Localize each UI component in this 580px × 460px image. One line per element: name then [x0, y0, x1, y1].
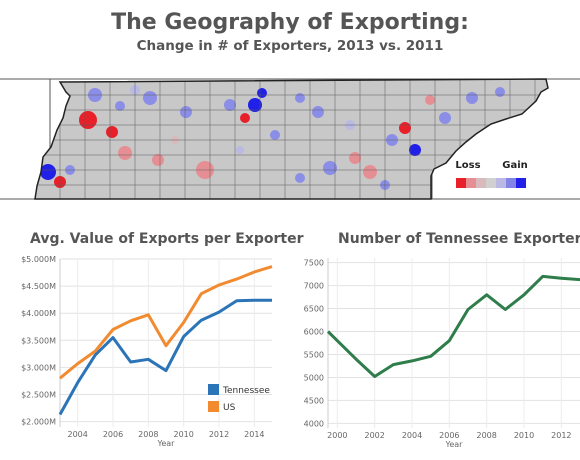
- series-line: [326, 274, 580, 378]
- x-tick-label: 2002: [364, 431, 384, 440]
- x-tick-label: 2006: [439, 431, 459, 440]
- y-tick-label: 5500: [304, 350, 324, 359]
- x-tick-label: 2006: [103, 430, 123, 439]
- county-region: [106, 126, 118, 138]
- chart1-title: Avg. Value of Exports per Exporter: [30, 231, 304, 247]
- state-outline: [34, 78, 549, 200]
- y-tick-label: 6500: [304, 305, 324, 314]
- y-tick-label: $3.000M: [21, 363, 56, 372]
- x-tick-label: 2004: [67, 430, 87, 439]
- x-axis-label: Year: [445, 440, 464, 449]
- county-region: [363, 165, 377, 179]
- county-region: [439, 112, 451, 124]
- county-region: [236, 146, 244, 154]
- y-tick-label: 7000: [304, 282, 324, 291]
- county-region: [270, 130, 280, 140]
- legend-swatch: [506, 178, 516, 188]
- x-tick-label: 2010: [514, 431, 534, 440]
- legend-loss-label: Loss: [455, 160, 480, 171]
- county-region: [115, 101, 125, 111]
- county-region: [295, 93, 305, 103]
- county-region: [79, 111, 97, 129]
- legend-swatch: [466, 178, 476, 188]
- main-title: The Geography of Exporting:: [111, 10, 469, 35]
- y-tick-label: $5.000M: [21, 255, 56, 264]
- county-region: [152, 154, 164, 166]
- x-tick-label: 2012: [551, 431, 571, 440]
- x-tick-label: 2008: [476, 431, 496, 440]
- county-region: [248, 98, 262, 112]
- legend-swatch: [496, 178, 506, 188]
- y-tick-label: 4500: [304, 396, 324, 405]
- county-region: [180, 106, 192, 118]
- county-region: [425, 95, 435, 105]
- legend-swatch: [486, 178, 496, 188]
- county-region: [143, 91, 157, 105]
- legend-swatch: [208, 384, 219, 395]
- series-line: [58, 298, 272, 416]
- x-tick-label: 2008: [138, 430, 158, 439]
- map-legend: Loss Gain: [455, 160, 528, 188]
- legend-label: Tennessee: [222, 386, 270, 396]
- y-tick-label: $4.000M: [21, 309, 56, 318]
- legend-swatch: [456, 178, 466, 188]
- y-tick-label: 6000: [304, 328, 324, 337]
- county-region: [295, 173, 305, 183]
- x-tick-label: 2004: [402, 431, 422, 440]
- x-tick-label: 2010: [173, 430, 193, 439]
- county-region: [118, 146, 132, 160]
- main-subtitle: Change in # of Exporters, 2013 vs. 2011: [136, 38, 444, 54]
- chart1-plot: $2.000M $2.500M $3.000M $3.500M $4.000M $4.50…: [21, 255, 273, 448]
- county-region: [495, 87, 505, 97]
- y-tick-label: $2.500M: [21, 390, 56, 399]
- tennessee-map: Loss Gain: [0, 78, 580, 200]
- county-region: [323, 161, 337, 175]
- x-tick-label: 2012: [209, 430, 229, 439]
- legend-swatch: [476, 178, 486, 188]
- y-tick-label: 5000: [304, 373, 324, 382]
- county-region: [40, 164, 56, 180]
- chart2-plot: 4000 4500 5000 5500 6000 6500 7000 7500 2000 2002…: [304, 258, 580, 449]
- series-line: [59, 265, 273, 380]
- legend-swatches: [456, 178, 526, 188]
- legend-label: US: [223, 403, 236, 413]
- legend-swatch: [208, 401, 219, 412]
- county-region: [224, 99, 236, 111]
- y-tick-label: 7500: [304, 259, 324, 268]
- y-tick-label: $2.000M: [21, 418, 56, 427]
- county-region: [312, 106, 324, 118]
- y-tick-label: $4.500M: [21, 282, 56, 291]
- x-tick-label: 2000: [327, 431, 347, 440]
- y-tick-label: 4000: [304, 419, 324, 428]
- county-border-h: [35, 94, 548, 186]
- legend-swatch: [516, 178, 526, 188]
- county-region: [257, 88, 267, 98]
- county-region: [240, 113, 250, 123]
- county-borders: [35, 79, 548, 199]
- county-region: [409, 144, 421, 156]
- x-axis-label: Year: [157, 439, 176, 448]
- x-tick-label: 2014: [244, 430, 264, 439]
- legend-gain-label: Gain: [502, 160, 528, 171]
- chart2-title: Number of Tennessee Exporters: [338, 231, 580, 247]
- y-tick-label: $3.500M: [21, 336, 56, 345]
